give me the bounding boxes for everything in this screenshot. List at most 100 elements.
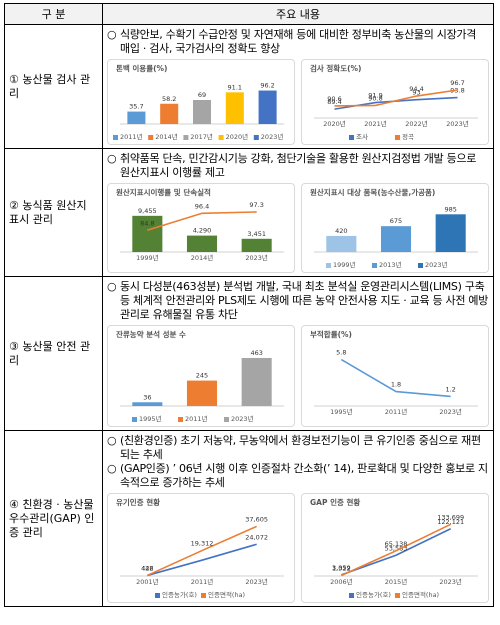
value-label: 96.7	[450, 79, 464, 87]
value-label: 35.7	[129, 103, 143, 111]
value-label: 91.9	[368, 92, 382, 100]
bar	[225, 92, 244, 124]
legend-label: 2014년	[155, 132, 178, 141]
value-label: 675	[390, 217, 402, 225]
value-label: 245	[196, 372, 208, 380]
row-label: ② 농식품 원산지 표시 관리	[4, 148, 103, 277]
value-label: 91.1	[228, 83, 242, 91]
value-label: 3,451	[247, 230, 266, 238]
x-tick-label: 2015년	[385, 577, 408, 586]
chart-title: 원산지표시 대상 품목(농수산물,가공품)	[310, 187, 435, 197]
value-label: 37,605	[245, 515, 268, 523]
legend-swatch	[178, 417, 183, 422]
row-content: 취약품목 단속, 민간감시기능 강화, 첨단기술을 활용한 원산지검정법 개발 …	[102, 148, 494, 277]
x-tick-label: 2006년	[330, 577, 353, 586]
bar	[132, 215, 163, 252]
line	[340, 358, 451, 398]
line	[334, 96, 458, 110]
legend-label: 인증농가(호)	[356, 590, 391, 599]
legend-swatch	[418, 263, 423, 268]
bar	[435, 214, 466, 252]
value-label: 442	[141, 564, 153, 572]
mini-chart: 검사 정확도(%)89.491.9 93 93.890.6 90.894.496.72…	[301, 59, 489, 145]
row-content: 동시 다성분(463성분) 분석법 개발, 국내 최초 분석실 운영관리시스템(…	[102, 276, 494, 431]
legend-label: 2017년	[190, 132, 213, 141]
bar	[186, 380, 218, 406]
value-label: 122,121	[437, 518, 464, 526]
value-label: 97.3	[249, 201, 263, 209]
legend-label: 인증농가(호)	[162, 590, 197, 599]
line	[147, 525, 257, 577]
legend-label: 2023년	[231, 414, 254, 423]
x-tick-label: 1995년	[330, 407, 353, 416]
x-tick-label: 2023년	[245, 253, 268, 262]
value-label: 19,312	[191, 540, 214, 548]
bullet-text: (GAP인증) ’ 06년 시행 이후 인증절차 간소화(’ 14), 판로확대…	[107, 462, 489, 490]
x-tick-label: 2021년	[364, 119, 387, 128]
bullet-text: 식량안보, 수확기 수급안정 및 자연재해 등에 대비한 정부비축 농산물의 시…	[107, 28, 489, 56]
table-row: ① 농산물 검사 관리식량안보, 수확기 수급안정 및 자연재해 등에 대비한 …	[4, 24, 494, 149]
value-label: 426	[141, 564, 153, 572]
bar	[127, 111, 146, 124]
x-tick-label: 1999년	[136, 253, 159, 262]
legend-label: 2011년	[120, 132, 143, 141]
chart-row: 잔류농약 분석 성분 수 36 245 463 1995년 2011년 2023년 부적합률(…	[107, 325, 489, 427]
chart-row: 톤백 이용률(%) 35.7 58.2 69 91.1 96.2 2011년 2014년 201…	[107, 59, 489, 145]
legend-label: 인증면적(ha)	[402, 590, 439, 599]
value-label: 24,072	[245, 533, 268, 541]
line	[147, 211, 257, 232]
x-tick-label: 2001년	[136, 577, 159, 586]
mini-chart: 유기인증 현황 442 24,072 426 19,312 37,605 2001년 2011…	[107, 493, 295, 603]
legend-swatch	[218, 135, 224, 140]
mini-chart: 원산지표시이행률 및 단속실적 9,455 4,290 3,451 84.8 96.4 97…	[107, 183, 295, 273]
bar	[160, 103, 179, 124]
value-label: 463	[250, 349, 262, 357]
legend-label: 2023년	[425, 260, 448, 269]
bar	[192, 100, 212, 124]
value-label: 1,322	[332, 564, 351, 572]
table-body: ① 농산물 검사 관리식량안보, 수확기 수급안정 및 자연재해 등에 대비한 …	[4, 24, 494, 607]
bar	[186, 235, 218, 252]
value-label: 36	[143, 393, 151, 401]
value-label: 89.4	[327, 98, 341, 106]
bar	[380, 226, 412, 252]
legend-swatch	[224, 417, 229, 422]
legend-label: 1995년	[139, 414, 162, 423]
legend-swatch	[155, 593, 160, 598]
x-tick-label: 2023년	[439, 407, 462, 416]
header-cell: 주요 내용	[102, 3, 494, 25]
chart-title: 톤백 이용률(%)	[116, 63, 167, 73]
bullet-text: (친환경인증) 초기 저농약, 무농약에서 환경보전기능이 큰 유기인증 중심으…	[107, 434, 489, 462]
row-content: (친환경인증) 초기 저농약, 무농약에서 환경보전기능이 큰 유기인증 중심으…	[102, 430, 494, 607]
value-label: 1.2	[445, 385, 455, 393]
line	[341, 528, 452, 576]
chart-row: 원산지표시이행률 및 단속실적 9,455 4,290 3,451 84.8 96.4 97…	[107, 183, 489, 273]
legend-swatch	[395, 593, 400, 598]
legend-label: 2020년	[226, 132, 249, 141]
x-tick-label: 2023년	[439, 577, 462, 586]
value-label: 58.2	[162, 95, 176, 103]
value-label: 69	[198, 91, 206, 99]
mini-chart: 톤백 이용률(%) 35.7 58.2 69 91.1 96.2 2011년 2014년 201…	[107, 59, 295, 145]
chart-title: 부적합률(%)	[310, 329, 352, 339]
x-tick-label: 2023년	[245, 577, 268, 586]
legend-label: 인증면적(ha)	[208, 590, 245, 599]
legend-label: 2013년	[379, 260, 402, 269]
mini-chart: 원산지표시 대상 품목(농수산물,가공품) 420 675 985 1999년 2013년…	[301, 183, 489, 273]
header-cell: 구 분	[4, 3, 103, 25]
value-label: 985	[444, 205, 456, 213]
line	[341, 523, 452, 577]
x-tick-label: 2023년	[446, 119, 469, 128]
line	[147, 543, 257, 577]
line	[334, 89, 458, 107]
row-label: ① 농산물 검사 관리	[4, 24, 103, 149]
value-label: 90.6	[327, 95, 341, 103]
legend-swatch	[326, 263, 331, 268]
chart-title: 유기인증 현황	[116, 497, 160, 507]
legend-swatch	[395, 135, 400, 140]
value-label: 3,059	[332, 564, 351, 572]
bullet-text: 동시 다성분(463성분) 분석법 개발, 국내 최초 분석실 운영관리시스템(…	[107, 280, 489, 322]
mini-chart: GAP 인증 현황 3,059 53,583 122,121 1,322 65,138 13…	[301, 493, 489, 603]
value-label: 93	[412, 89, 420, 97]
